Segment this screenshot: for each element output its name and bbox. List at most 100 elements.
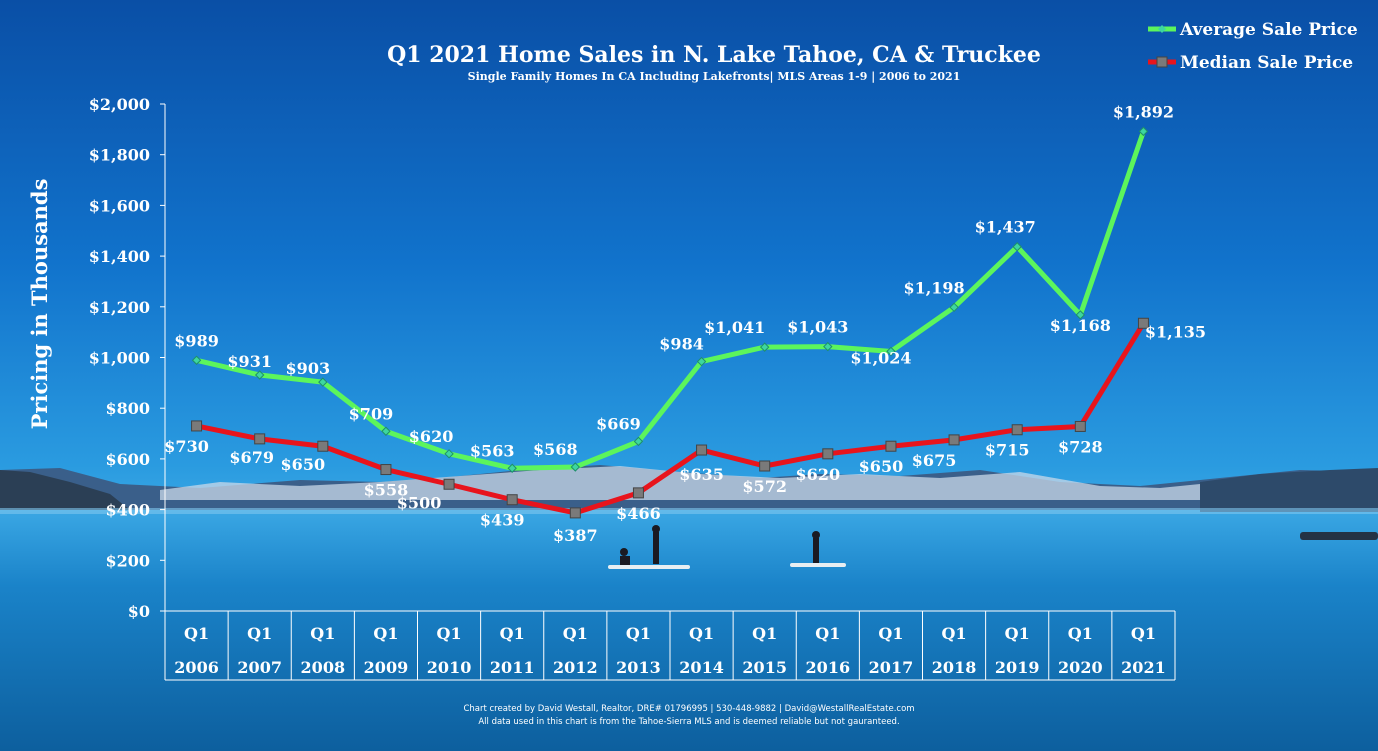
median-sale-price-data-label: $650: [859, 457, 904, 476]
x-tick-label-quarter: Q1: [942, 624, 967, 643]
median-sale-price-data-label: $635: [679, 465, 724, 484]
average-sale-price-point: [1075, 310, 1086, 320]
median-sale-price-point: [1137, 317, 1149, 329]
average-sale-price-point: [570, 462, 581, 472]
x-tick-label-year: 2019: [995, 658, 1040, 677]
x-tick-label-year: 2012: [553, 658, 598, 677]
lake-horizon: [0, 508, 1378, 514]
x-tick-label-year: 2018: [932, 658, 977, 677]
x-tick-label-quarter: Q1: [1068, 624, 1093, 643]
x-tick-label-year: 2011: [490, 658, 535, 677]
y-tick-label: $1,800: [89, 146, 150, 165]
average-sale-price-data-label: $1,041: [704, 318, 765, 337]
median-sale-price-data-label: $558: [364, 481, 409, 500]
median-sale-price-data-label: $650: [281, 455, 326, 474]
y-tick-label: $800: [105, 399, 150, 418]
average-sale-price-legend-marker: [1158, 25, 1166, 33]
average-sale-price-data-label: $669: [596, 414, 641, 433]
x-tick-label-year: 2008: [301, 658, 346, 677]
y-tick-label: $1,400: [89, 247, 150, 266]
x-tick-label-quarter: Q1: [1131, 624, 1156, 643]
median-sale-price-data-label: $572: [742, 477, 787, 496]
median-sale-price-point: [759, 460, 771, 472]
median-sale-price-point: [948, 434, 960, 446]
average-sale-price-point: [886, 346, 896, 357]
x-tick-label-year: 2006: [174, 658, 219, 677]
y-tick-label: $1,200: [89, 298, 150, 317]
average-sale-price-legend-label: Average Sale Price: [1179, 20, 1358, 40]
median-sale-price-data-label: $728: [1058, 437, 1103, 456]
paddle-boarders: [608, 525, 1378, 569]
median-sale-price-point: [1074, 420, 1086, 432]
average-sale-price-point: [696, 356, 707, 367]
average-sale-price-point: [823, 341, 833, 352]
average-sale-price-point: [633, 436, 644, 447]
chart-subtitle: Single Family Homes In CA Including Lake…: [468, 70, 961, 83]
median-sale-price-data-label: $500: [397, 493, 442, 512]
median-sale-price-point: [569, 507, 581, 519]
average-sale-price-point: [949, 302, 959, 313]
x-tick-label-quarter: Q1: [752, 624, 777, 643]
average-sale-price-data-label: $568: [533, 440, 578, 459]
median-sale-price-data-label: $679: [229, 448, 274, 467]
median-sale-price-line: [196, 321, 1146, 516]
x-tick-label-year: 2007: [237, 658, 282, 677]
x-tick-label-quarter: Q1: [563, 624, 588, 643]
x-tick-label-year: 2009: [364, 658, 409, 677]
average-sale-price-data-label: $989: [174, 331, 219, 350]
average-sale-price-data-label: $1,892: [1113, 102, 1174, 121]
average-sale-price-point: [1138, 126, 1149, 137]
x-tick-label-quarter: Q1: [373, 624, 398, 643]
average-sale-price-data-label: $1,024: [850, 348, 911, 367]
median-sale-price-point: [317, 440, 329, 452]
median-sale-price-data-label: $730: [164, 437, 209, 456]
median-sale-price-data-label: $466: [616, 504, 661, 523]
y-tick-label: $1,000: [89, 349, 150, 368]
median-sale-price-data-label: $1,135: [1145, 322, 1206, 341]
average-sale-price-data-label: $1,198: [903, 278, 964, 297]
average-sale-price-line: [195, 130, 1146, 471]
average-sale-price-point: [507, 463, 517, 473]
x-tick-label-quarter: Q1: [310, 624, 335, 643]
x-tick-label-year: 2010: [427, 658, 472, 677]
median-sale-price-point: [506, 494, 518, 506]
median-sale-price-point: [443, 478, 455, 490]
y-tick-label: $0: [128, 602, 150, 621]
y-tick-label: $1,600: [89, 196, 150, 215]
median-sale-price-data-label: $715: [985, 441, 1030, 460]
footer-credit: Chart created by David Westall, Realtor,…: [463, 704, 914, 714]
average-sale-price-data-label: $931: [227, 352, 272, 371]
average-sale-price-point: [444, 449, 454, 459]
median-sale-price-data-label: $675: [912, 451, 957, 470]
average-sale-price-data-label: $1,168: [1050, 316, 1111, 335]
median-sale-price-point: [632, 487, 644, 499]
median-sale-price-point: [254, 433, 266, 445]
snow-peaks: [160, 466, 1300, 500]
x-tick-label-year: 2015: [742, 658, 787, 677]
x-tick-label-quarter: Q1: [1005, 624, 1030, 643]
x-tick-label-year: 2016: [806, 658, 851, 677]
x-tick-label-quarter: Q1: [878, 624, 903, 643]
average-sale-price-data-label: $903: [286, 359, 331, 378]
median-sale-price-point: [885, 440, 897, 452]
median-sale-price-point: [380, 464, 392, 476]
x-tick-label-quarter: Q1: [815, 624, 840, 643]
x-tick-label-quarter: Q1: [247, 624, 272, 643]
x-tick-label-year: 2017: [869, 658, 914, 677]
median-sale-price-point: [1011, 424, 1023, 436]
y-axis-label: Pricing in Thousands: [27, 179, 52, 430]
median-sale-price-point: [822, 448, 834, 460]
x-tick-label-year: 2014: [679, 658, 724, 677]
median-sale-price-data-label: $439: [480, 511, 525, 530]
average-sale-price-point: [1012, 242, 1022, 252]
x-tick-label-quarter: Q1: [689, 624, 714, 643]
median-sale-price-legend-label: Median Sale Price: [1180, 53, 1353, 73]
median-sale-price-legend-marker: [1156, 56, 1168, 68]
average-sale-price-data-label: $1,043: [787, 318, 848, 337]
average-sale-price-point: [318, 377, 328, 387]
y-tick-label: $400: [105, 501, 150, 520]
average-sale-price-data-label: $984: [659, 335, 704, 354]
footer-disclaimer: All data used in this chart is from the …: [478, 717, 899, 727]
average-sale-price-data-label: $709: [349, 404, 394, 423]
